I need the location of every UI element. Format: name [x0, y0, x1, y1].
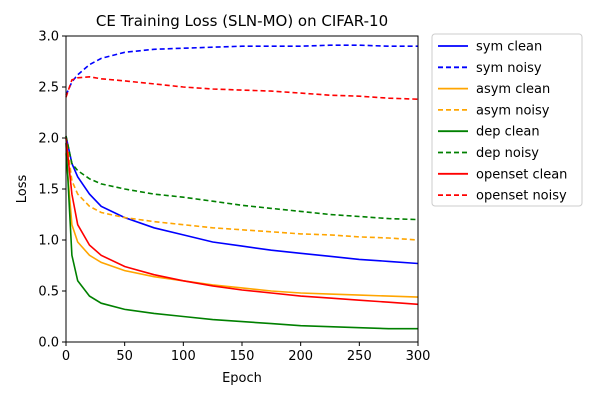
- x-tick-label: 100: [171, 349, 196, 364]
- series-line-sym-clean: [65, 135, 419, 265]
- x-axis-label: Epoch: [222, 371, 262, 386]
- legend: sym clean sym noisy asym clean asym noisy de…: [431, 33, 583, 207]
- x-tick-label: 300: [406, 349, 431, 364]
- legend-label: sym noisy: [476, 61, 542, 76]
- y-tick-label: 0.0: [38, 336, 59, 351]
- legend-label: dep clean: [476, 125, 540, 140]
- series-line-dep-noisy: [65, 135, 419, 221]
- legend-label: asym clean: [476, 82, 550, 97]
- series-line-openset-clean: [65, 137, 419, 306]
- plot-lines: [65, 44, 419, 330]
- series-line-sym-noisy: [65, 44, 418, 96]
- legend-box: [431, 33, 583, 207]
- y-tick-label: 1.5: [38, 183, 59, 198]
- legend-label: dep noisy: [476, 146, 539, 161]
- x-tick-label: 50: [116, 349, 133, 364]
- series-line-asym-noisy: [65, 135, 419, 241]
- chart-title: CE Training Loss (SLN-MO) on CIFAR-10: [96, 12, 388, 30]
- y-tick-label: 0.5: [38, 285, 59, 300]
- legend-label: asym noisy: [476, 103, 550, 118]
- y-tick-label: 1.0: [38, 234, 59, 249]
- y-tick-label: 2.5: [38, 81, 59, 96]
- x-tick-label: 250: [347, 349, 372, 364]
- x-axis-ticks: 0 50 100 150 200 250 300: [62, 342, 431, 364]
- y-tick-label: 2.0: [38, 132, 59, 147]
- series-line-dep-clean: [65, 143, 418, 330]
- y-axis-label: Loss: [15, 175, 30, 204]
- x-tick-label: 200: [288, 349, 313, 364]
- y-tick-label: 3.0: [38, 30, 59, 45]
- legend-label: openset noisy: [476, 189, 567, 204]
- y-axis-ticks: 0.0 0.5 1.0 1.5 2.0 2.5 3.0: [38, 30, 66, 351]
- series-line-openset-noisy: [65, 75, 419, 100]
- legend-label: sym clean: [476, 40, 542, 55]
- x-tick-label: 0: [62, 349, 70, 364]
- series-line-asym-clean: [65, 153, 419, 298]
- legend-label: openset clean: [476, 167, 567, 182]
- x-tick-label: 150: [230, 349, 255, 364]
